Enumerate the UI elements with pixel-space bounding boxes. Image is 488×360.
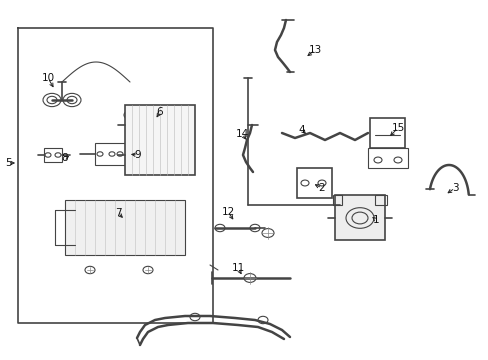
Bar [374, 195, 386, 205]
Text: 8: 8 [61, 153, 68, 163]
Text: 14: 14 [235, 129, 248, 139]
Bar [332, 195, 341, 205]
Text: 5: 5 [5, 158, 11, 168]
Text: 6: 6 [156, 107, 163, 117]
Text: 4: 4 [298, 125, 305, 135]
Text: 3: 3 [451, 183, 457, 193]
Text: 13: 13 [308, 45, 321, 55]
Text: 1: 1 [372, 215, 379, 225]
Text: 12: 12 [221, 207, 234, 217]
Bar [334, 195, 384, 240]
Bar [65, 200, 184, 255]
Bar [44, 148, 62, 162]
Bar [125, 105, 195, 175]
Text: 7: 7 [115, 208, 121, 218]
Text: 9: 9 [134, 150, 141, 160]
Text: 2: 2 [318, 183, 325, 193]
Bar [296, 168, 331, 198]
Text: 10: 10 [41, 73, 55, 83]
Text: 11: 11 [231, 263, 244, 273]
Bar [369, 118, 404, 148]
Bar [367, 148, 407, 168]
Bar [95, 143, 125, 165]
Text: 15: 15 [390, 123, 404, 133]
